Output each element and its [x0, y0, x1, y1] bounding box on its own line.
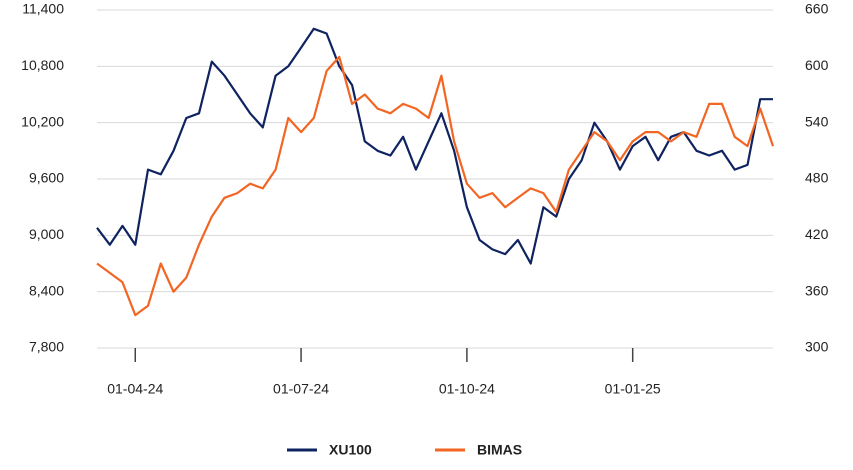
- y-tick-label: 11,400: [22, 1, 64, 17]
- y-tick-label: 10,800: [21, 57, 64, 73]
- series-line: [96, 55, 775, 317]
- y-tick-label: 8,400: [29, 282, 64, 298]
- x-tick-label: 01-07-24: [273, 381, 329, 397]
- series-line: [96, 27, 773, 265]
- y2-tick-label: 540: [805, 113, 829, 129]
- y-tick-label: 9,600: [29, 170, 64, 186]
- x-tick-label: 01-10-24: [439, 381, 495, 397]
- legend-label: BIMAS: [477, 442, 522, 458]
- y2-tick-label: 300: [805, 339, 829, 355]
- y2-tick-label: 420: [805, 226, 829, 242]
- y-tick-label: 10,200: [21, 113, 64, 129]
- y2-tick-label: 480: [805, 170, 829, 186]
- y2-tick-label: 660: [805, 1, 829, 17]
- y2-tick-label: 600: [805, 57, 829, 73]
- y-tick-label: 9,000: [29, 226, 64, 242]
- x-tick-label: 01-01-25: [605, 381, 661, 397]
- y-tick-label: 7,800: [29, 339, 64, 355]
- y2-tick-label: 360: [805, 282, 829, 298]
- legend-label: XU100: [329, 442, 372, 458]
- x-tick-label: 01-04-24: [107, 381, 163, 397]
